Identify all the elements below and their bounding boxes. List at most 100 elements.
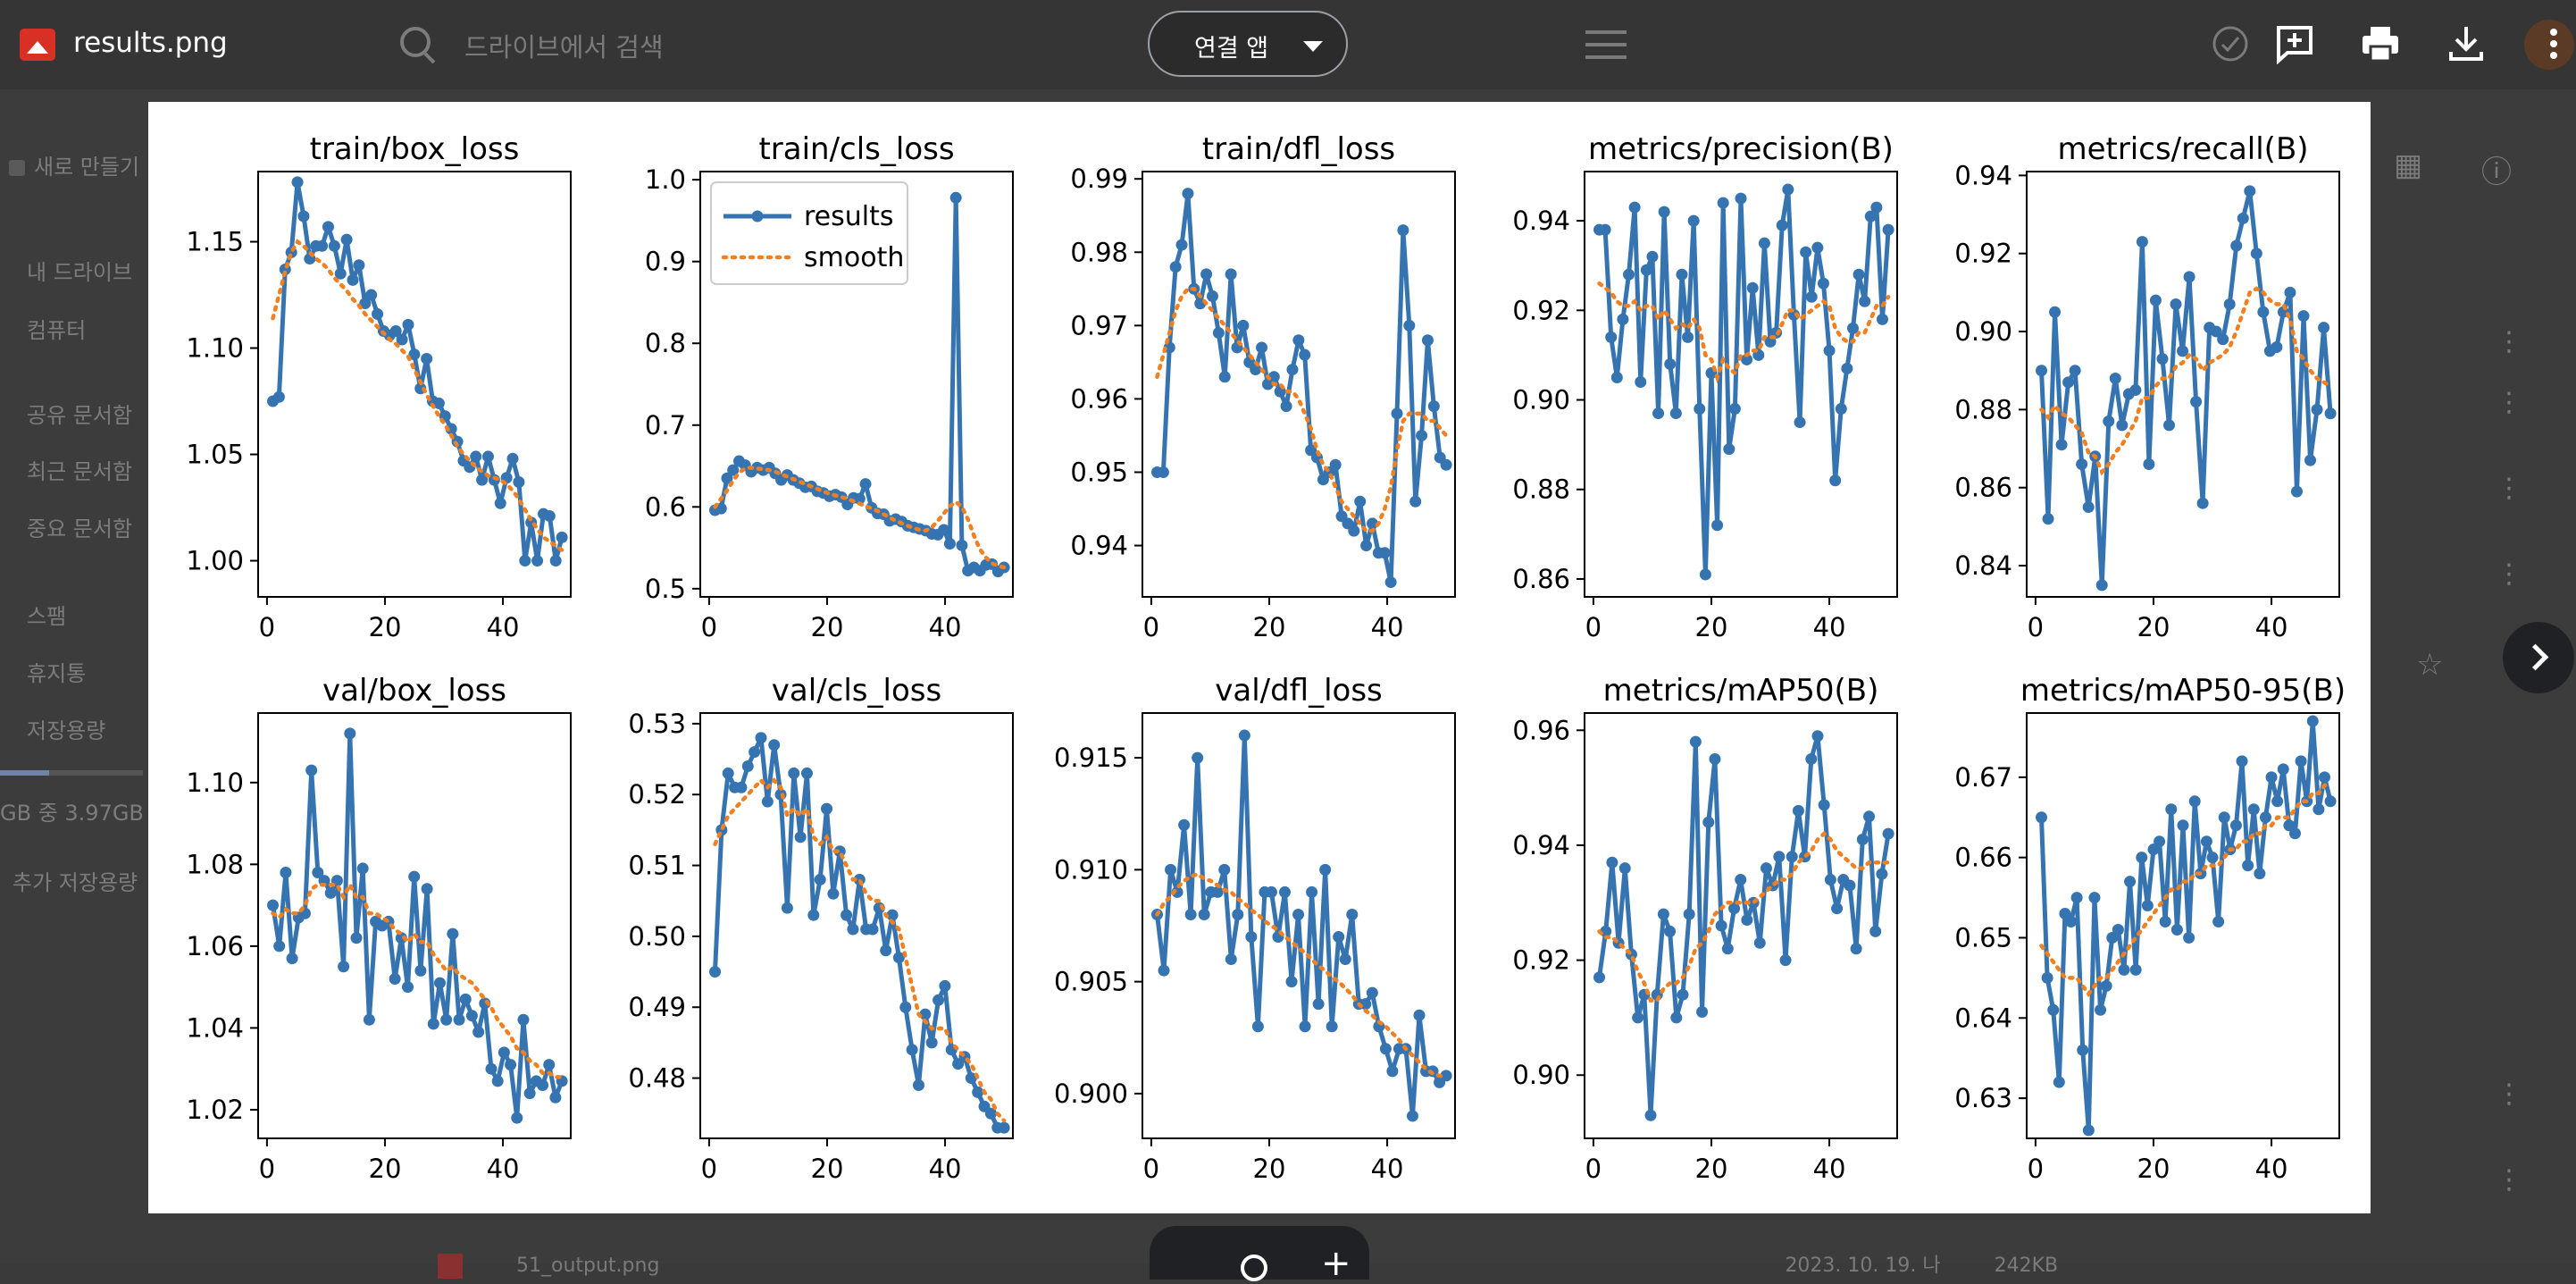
plot-4-results-point [1829,474,1842,487]
plot-1-results-point [340,233,353,246]
sidebar-item-label: 공유 문서함 [27,403,133,428]
sidebar-item-new: 새로 만들기 [9,149,139,180]
plot-7-results-point [781,902,793,914]
plot-10-xtick-label: 0 [2028,1154,2044,1184]
plot-4-results-point [1717,197,1729,209]
plot-5-results-point [2190,396,2203,408]
plot-9-results-point [1715,919,1727,932]
plot-2-ytick-label: 0.6 [645,491,686,522]
plot-3-results-point [1267,371,1280,383]
plot-10-results-point [2165,803,2178,816]
more-vert-icon[interactable] [2533,23,2574,64]
plot-10-results-point [2118,963,2130,976]
download-icon[interactable] [2446,23,2487,64]
plot-6-results-point [517,1013,530,1026]
viewer-toolbar: results.png 드라이브에서 검색 연결 앱 [0,0,2576,89]
plot-7-results-point [709,966,722,978]
plot-8-results-point [1386,1065,1399,1078]
plot-9-results-point [1689,735,1702,748]
plot-6-results-point [414,964,427,977]
plot-4-xtick-label: 40 [1813,612,1846,642]
sidebar-item-shared: 공유 문서함 [27,398,132,429]
sidebar-item-label: 최근 문서함 [27,459,133,484]
plot-10-results-point [2271,795,2284,808]
plot-3-results-point [1391,407,1403,420]
plot-3-ytick-label: 0.97 [1070,310,1128,340]
plot-8-results-point [1245,931,1258,944]
plot-7-results-point [906,1044,918,1056]
chevron-down-icon [1303,41,1323,52]
plot-8-results-point [1406,1110,1418,1122]
open-with-button[interactable]: 연결 앱 [1148,11,1348,77]
plot-6-xtick-label: 20 [369,1154,402,1184]
plot-3-results-point [1409,495,1422,508]
plot-8-results-point [1285,976,1298,988]
plot-10-results-point [2041,971,2053,984]
plot-4-results-point [1846,322,1859,334]
plot-5-ytick-label: 0.88 [1954,394,2012,424]
plot-8-results-point [1312,998,1325,1011]
plot-10-results-point [2053,1076,2065,1088]
plot-5-ytick-label: 0.94 [1954,160,2012,190]
plot-2-smooth-line [713,466,1007,570]
plot-8-results-point [1232,908,1244,920]
plot-5-ytick-label: 0.92 [1954,239,2012,269]
plot-2-results-point [853,492,866,505]
plot-10-results-point [2106,931,2119,944]
plot-10-results-point [2259,811,2271,824]
plot-3-ytick-label: 0.99 [1070,164,1128,194]
plot-8-results-point [1319,863,1332,876]
plot-4-results-point [1841,362,1853,374]
plot-6-results-point [344,727,356,740]
plot-5-results-point [2311,403,2323,415]
search-icon [400,27,431,57]
plot-4-ytick-label: 0.92 [1512,295,1570,325]
plot-3-results-point [1286,364,1299,376]
plot-8-results-point [1366,986,1378,999]
grid-view-icon: ▦ [2394,147,2423,183]
print-icon[interactable] [2360,23,2401,64]
plot-10-results-point [2324,795,2337,808]
plot-7-results-point [880,944,892,957]
search-input[interactable]: 드라이브에서 검색 [464,32,664,63]
plot-8-ytick-label: 0.910 [1054,854,1128,885]
plot-9-results-point [1721,943,1734,955]
next-file-button[interactable] [2503,622,2574,693]
plot-8-xtick-label: 20 [1253,1154,1286,1184]
zoom-in-icon[interactable]: + [1321,1243,1351,1284]
plot-10-results-point [2236,755,2248,768]
plot-7-results-point [939,979,951,992]
plot-10-title: metrics/mAP50-95(B) [2020,673,2346,709]
avatar[interactable] [2524,20,2574,70]
plot-5-results-point [2177,345,2189,357]
offline-check-icon[interactable] [2210,23,2251,64]
plot-7-results-point [768,739,781,751]
plot-1-results-point [476,474,489,486]
plot-9-results-point [1811,730,1824,743]
plot-5-results-point [2217,333,2229,346]
plot-3-results-point [1206,290,1218,303]
plot-2-results-point [727,464,740,476]
plot-2-ytick-label: 0.8 [645,328,686,358]
plot-7-results-point [788,767,800,779]
plot-4-ytick-label: 0.88 [1512,474,1570,505]
plot-9-results-point [1670,1011,1683,1024]
plot-4-results-point [1694,403,1706,415]
zoom-out-icon[interactable] [1241,1255,1267,1281]
legend-smooth-label: smooth [804,242,904,273]
legend-results-label: results [804,201,894,232]
plot-10-results-point [2154,835,2166,848]
drive-sidebar: 새로 만들기 내 드라이브 컴퓨터 공유 문서함 최근 문서함 중요 문서함 스… [0,98,152,1263]
plot-6-results-point [485,1062,498,1075]
plot-2-ytick-label: 0.9 [645,247,686,277]
sidebar-item-trash: 휴지통 [27,656,86,687]
plot-7-ytick-label: 0.48 [628,1063,686,1094]
plot-6-results-point [473,1026,485,1038]
buy-storage-button: 추가 저장용량 [13,870,138,895]
add-comment-icon[interactable] [2274,23,2315,65]
more-icon: ⋮ [2496,326,2522,357]
plot-4-results-point [1823,344,1836,357]
storage-bar [0,770,143,776]
plot-1-results-point [347,273,359,286]
plot-3-results-point [1329,458,1342,471]
